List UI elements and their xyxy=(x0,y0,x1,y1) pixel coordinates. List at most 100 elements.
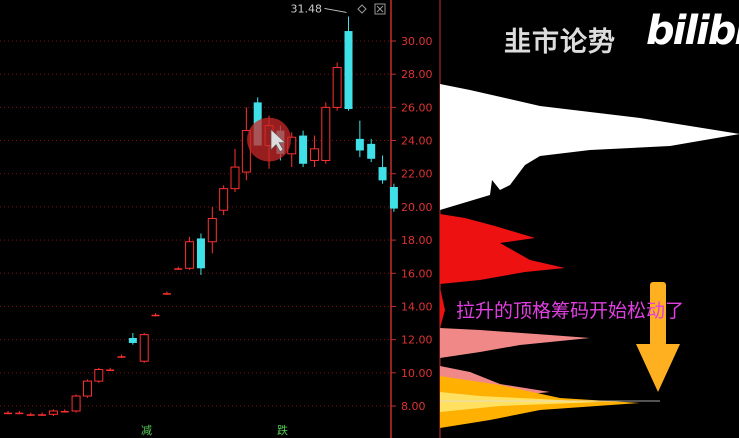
candle-body xyxy=(367,143,376,159)
candle[interactable] xyxy=(355,120,364,158)
price-tick-label: 26.00 xyxy=(401,101,433,114)
chip-profile-band-1 xyxy=(440,214,565,284)
candle[interactable] xyxy=(196,233,205,275)
chip-profile-band-3 xyxy=(440,328,590,358)
candle[interactable] xyxy=(15,410,24,415)
candle-body xyxy=(378,167,387,181)
mouse-cursor-icon xyxy=(270,128,286,152)
price-tick-label: 16.00 xyxy=(401,267,433,280)
price-tick-label: 10.00 xyxy=(401,367,433,380)
marker-label-die: 跌 xyxy=(277,423,288,437)
candle[interactable] xyxy=(219,185,229,216)
candle[interactable] xyxy=(367,138,376,163)
candle-body xyxy=(389,187,398,209)
candle[interactable] xyxy=(151,313,160,317)
candle[interactable] xyxy=(71,394,81,413)
candle[interactable] xyxy=(60,409,69,413)
candle-body xyxy=(355,138,364,151)
candle-body xyxy=(106,369,115,371)
bottom-markers: 减 跌 xyxy=(141,423,288,437)
candle[interactable] xyxy=(48,409,58,416)
candle-body xyxy=(321,106,331,161)
price-tick-label: 22.00 xyxy=(401,168,433,181)
candle[interactable] xyxy=(321,102,331,164)
candle-body xyxy=(71,395,81,412)
candle-body xyxy=(15,412,24,415)
chip-distribution-profile xyxy=(440,84,739,428)
candle-body xyxy=(139,334,149,362)
candle[interactable] xyxy=(378,155,387,184)
candle-body xyxy=(162,293,171,295)
candle[interactable] xyxy=(174,266,183,270)
diamond-icon[interactable] xyxy=(357,4,367,14)
candle-body xyxy=(48,410,58,415)
candle[interactable] xyxy=(230,148,240,192)
candle[interactable] xyxy=(4,410,12,415)
marker-label-jian: 减 xyxy=(141,424,152,437)
price-tick-label: 30.00 xyxy=(401,35,433,48)
candle-body xyxy=(151,314,160,317)
candle-body xyxy=(241,130,251,173)
price-axis: 30.00 28.00 26.00 24.00 22.00 20.00 18.00 16.00… xyxy=(391,35,433,413)
candle[interactable] xyxy=(94,367,104,383)
price-tick-label: 24.00 xyxy=(401,135,433,148)
candle[interactable] xyxy=(241,107,251,181)
arrow-shaft xyxy=(650,282,666,346)
window-controls[interactable] xyxy=(357,2,387,16)
candle-body xyxy=(196,238,205,269)
price-tick-label: 18.00 xyxy=(401,234,433,247)
price-tick-label: 8.00 xyxy=(401,400,426,413)
down-arrow-icon xyxy=(636,282,680,392)
candle-body xyxy=(117,356,126,358)
candle-body xyxy=(26,414,35,416)
candle-body xyxy=(94,369,104,382)
peak-price-marker: 31.48 xyxy=(291,2,347,15)
candle[interactable] xyxy=(139,333,149,363)
candle[interactable] xyxy=(117,354,126,358)
candle-body xyxy=(4,412,12,415)
price-grid xyxy=(0,40,391,407)
chip-profile-band-6 xyxy=(440,392,600,412)
price-tick-label: 28.00 xyxy=(401,68,433,81)
candle-body xyxy=(344,31,353,110)
candle-body xyxy=(82,380,92,397)
price-tick-label: 20.00 xyxy=(401,201,433,214)
candle[interactable] xyxy=(207,206,217,254)
candle[interactable] xyxy=(309,135,319,168)
candle[interactable] xyxy=(332,62,342,111)
candle-body xyxy=(60,410,69,413)
peak-pointer-line xyxy=(324,7,347,13)
candle-body xyxy=(309,148,319,161)
price-tick-label: 12.00 xyxy=(401,334,433,347)
close-icon[interactable] xyxy=(374,3,386,15)
candle[interactable] xyxy=(106,367,115,372)
highlight-circle xyxy=(247,117,292,162)
arrow-head xyxy=(636,344,680,392)
bilibili-logo: bilibili xyxy=(646,8,739,54)
chip-profile-band-2 xyxy=(440,288,445,328)
candle-body xyxy=(332,67,342,108)
channel-watermark: 韭市论势 xyxy=(504,27,616,58)
candlestick-series[interactable] xyxy=(4,16,398,416)
candle[interactable] xyxy=(185,236,195,270)
candle-body xyxy=(219,188,229,211)
price-tick-label: 14.00 xyxy=(401,300,433,313)
candle-body xyxy=(38,414,47,416)
candle-body xyxy=(230,166,240,190)
candle[interactable] xyxy=(26,412,35,416)
candle[interactable] xyxy=(389,183,398,212)
candle-body xyxy=(128,337,137,343)
candle-body xyxy=(299,135,308,164)
candle[interactable] xyxy=(82,379,92,398)
candle-body xyxy=(185,241,195,269)
candle[interactable] xyxy=(128,333,137,345)
candle[interactable] xyxy=(162,291,171,295)
candle[interactable] xyxy=(299,130,308,168)
annotation-text: 拉升的顶格筹码开始松动了 xyxy=(456,300,685,322)
candle[interactable] xyxy=(344,16,353,111)
candle[interactable] xyxy=(38,412,47,416)
candle-body xyxy=(174,268,183,270)
candle-body xyxy=(207,218,217,243)
chip-profile-band-0 xyxy=(440,84,739,210)
